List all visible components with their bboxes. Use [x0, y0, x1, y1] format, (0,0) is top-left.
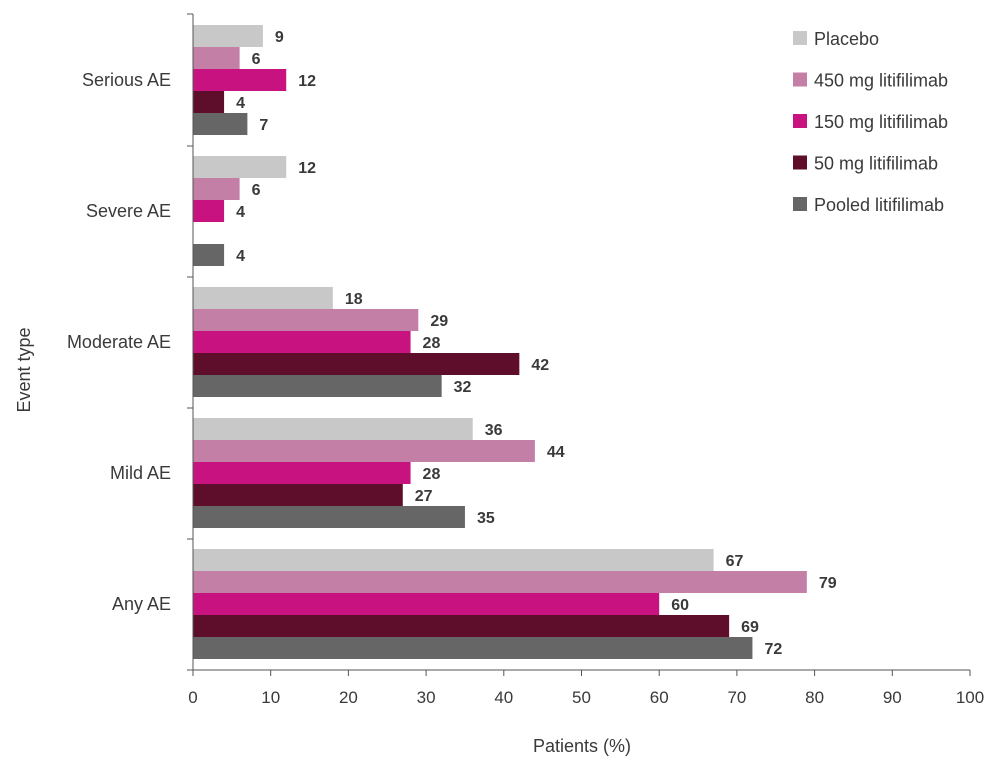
data-label-0-3: 4: [236, 95, 245, 112]
x-tick-label-7: 70: [727, 688, 746, 707]
bar-0-4: [193, 113, 248, 135]
category-label-4: Any AE: [112, 594, 171, 614]
x-tick-label-5: 50: [572, 688, 591, 707]
legend-label-1: 450 mg litifilimab: [814, 71, 948, 91]
category-label-3: Mild AE: [110, 463, 171, 483]
legend-swatch-3: [793, 155, 807, 170]
data-label-3-1: 44: [547, 444, 565, 461]
category-label-2: Moderate AE: [67, 332, 171, 352]
bar-2-4: [193, 375, 442, 397]
category-label-1: Severe AE: [86, 201, 171, 221]
x-tick-label-4: 40: [494, 688, 513, 707]
data-label-4-3: 69: [741, 619, 759, 636]
bar-2-2: [193, 331, 411, 353]
bar-0-0: [193, 25, 263, 47]
data-labels-group: 9612471264418292842323644282735677960697…: [236, 29, 837, 658]
data-label-1-1: 6: [252, 182, 261, 199]
bar-2-0: [193, 287, 333, 309]
data-label-3-4: 35: [477, 510, 495, 527]
bar-4-4: [193, 637, 753, 659]
x-tick-label-6: 60: [650, 688, 669, 707]
bar-4-2: [193, 593, 660, 615]
bar-1-4: [193, 244, 225, 266]
data-label-4-1: 79: [819, 575, 837, 592]
bar-0-1: [193, 47, 240, 69]
bar-3-3: [193, 484, 403, 506]
legend-swatch-1: [793, 72, 807, 87]
data-label-2-4: 32: [454, 379, 472, 396]
bar-4-0: [193, 549, 714, 571]
bar-3-4: [193, 506, 465, 528]
bar-3-1: [193, 440, 535, 462]
category-label-0: Serious AE: [82, 70, 171, 90]
data-label-1-0: 12: [298, 160, 316, 177]
data-label-3-2: 28: [423, 466, 441, 483]
legend-swatch-0: [793, 31, 807, 45]
bar-1-0: [193, 156, 287, 178]
bars-group: [193, 25, 807, 659]
legend-label-4: Pooled litifilimab: [814, 195, 944, 215]
y-axis-title: Event type: [14, 327, 34, 412]
data-label-4-0: 67: [726, 553, 744, 570]
x-tick-label-9: 90: [883, 688, 902, 707]
bar-2-1: [193, 309, 419, 331]
data-label-2-3: 42: [531, 357, 549, 374]
bar-3-2: [193, 462, 411, 484]
legend: Placebo 450 mg litifilimab 150 mg litifili…: [793, 29, 948, 215]
legend-swatch-2: [793, 114, 807, 128]
bar-1-1: [193, 178, 240, 200]
axes-group: Serious AE Severe AE Moderate AE Mild AE Any…: [67, 13, 984, 707]
bar-4-1: [193, 571, 807, 593]
data-label-3-3: 27: [415, 488, 433, 505]
data-label-0-2: 12: [298, 73, 316, 90]
legend-label-2: 150 mg litifilimab: [814, 112, 948, 132]
x-tick-label-8: 80: [805, 688, 824, 707]
data-label-0-1: 6: [252, 51, 261, 68]
data-label-1-4: 4: [236, 248, 245, 265]
x-tick-label-1: 10: [261, 688, 280, 707]
legend-swatch-4: [793, 197, 807, 211]
x-tick-label-3: 30: [417, 688, 436, 707]
data-label-2-0: 18: [345, 291, 363, 308]
bar-0-2: [193, 69, 287, 91]
bar-2-3: [193, 353, 520, 375]
data-label-4-2: 60: [671, 597, 689, 614]
x-tick-label-2: 20: [339, 688, 358, 707]
data-label-2-1: 29: [430, 313, 448, 330]
x-tick-label-0: 0: [188, 688, 197, 707]
data-label-4-4: 72: [764, 641, 782, 658]
x-tick-label-10: 100: [956, 688, 984, 707]
bar-0-3: [193, 91, 225, 113]
bar-4-3: [193, 615, 730, 637]
legend-label-3: 50 mg litifilimab: [814, 154, 938, 174]
x-axis-title: Patients (%): [533, 736, 631, 756]
legend-label-0: Placebo: [814, 29, 879, 49]
data-label-3-0: 36: [485, 422, 503, 439]
data-label-0-0: 9: [275, 29, 284, 46]
data-label-0-4: 7: [259, 117, 268, 134]
bar-3-0: [193, 418, 473, 440]
bar-1-2: [193, 200, 225, 222]
data-label-1-2: 4: [236, 204, 245, 221]
data-label-2-2: 28: [423, 335, 441, 352]
